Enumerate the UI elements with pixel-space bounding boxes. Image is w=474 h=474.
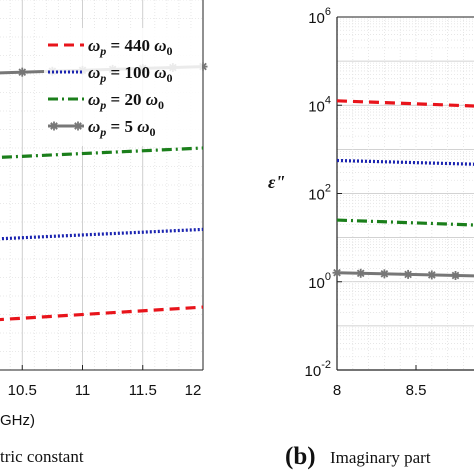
right-series-line <box>336 218 474 227</box>
left-x-tick-label: 11.5 <box>129 382 157 399</box>
legend-label: ωp = 440 ω0 <box>88 36 173 58</box>
right-x-tick-label: 8.5 <box>406 382 427 399</box>
right-y-tick-label: 102 <box>308 183 331 204</box>
right-x-tick-label: 8 <box>333 382 341 399</box>
right-series-line <box>336 99 474 108</box>
right-grid <box>336 17 474 371</box>
legend-label: ωp = 20 ω0 <box>88 90 164 112</box>
right-ylabel: ε" <box>268 172 285 192</box>
right-series-marker <box>451 270 460 280</box>
captions: GHz) tric constant (b) Imaginary part ε" <box>0 172 431 470</box>
legend-item: ωp = 440 ω0 <box>48 36 173 58</box>
legend-item: ωp = 20 ω0 <box>48 90 164 112</box>
left-series-1 <box>0 227 204 241</box>
legend-item: ωp = 100 ω0 <box>48 63 173 85</box>
right-series-3 <box>332 268 474 280</box>
left-series-2 <box>0 146 204 159</box>
right-y-tick-label: 106 <box>308 6 331 27</box>
left-series-line <box>0 227 204 241</box>
right-series-line <box>336 158 474 166</box>
right-y-tick-label: 100 <box>308 271 331 292</box>
left-x-tick-label: 10.5 <box>8 382 37 399</box>
left-x-tick-label: 12 <box>185 382 202 399</box>
legend-marker <box>49 121 59 131</box>
left-series-marker <box>17 67 27 77</box>
right-series-1 <box>336 158 474 166</box>
legend-label: ωp = 5 ω0 <box>88 117 156 139</box>
left-caption: tric constant <box>0 447 84 466</box>
legend-marker <box>73 121 83 131</box>
right-series-marker <box>379 269 389 279</box>
left-xlabel: GHz) <box>0 412 35 429</box>
right-caption: Imaginary part <box>330 448 431 467</box>
right-series-marker <box>403 269 413 279</box>
left-x-tick-label: 11 <box>75 382 91 399</box>
left-legend: ωp = 440 ω0 ωp = 100 ω0 ωp = 20 ω0 ωp = 5 ω… <box>44 28 202 146</box>
left-chart-panel: 10.5 11 11.5 12 ωp = 440 ω0 ωp = 100 ω0 ωp = 2… <box>0 0 208 399</box>
left-series-0 <box>0 305 204 322</box>
right-series-marker <box>332 268 342 278</box>
right-y-tick-label: 104 <box>308 94 331 115</box>
left-series-line <box>0 146 204 159</box>
right-y-tick-label: 10-2 <box>305 359 331 380</box>
right-series-2 <box>336 218 474 227</box>
right-series-marker <box>356 268 366 278</box>
right-series-marker <box>427 270 437 280</box>
legend-item: ωp = 5 ω0 <box>48 117 156 139</box>
right-caption-label: (b) <box>285 443 316 470</box>
legend-label: ωp = 100 ω0 <box>88 63 173 85</box>
left-series-line <box>0 305 204 322</box>
right-series-0 <box>336 99 474 108</box>
